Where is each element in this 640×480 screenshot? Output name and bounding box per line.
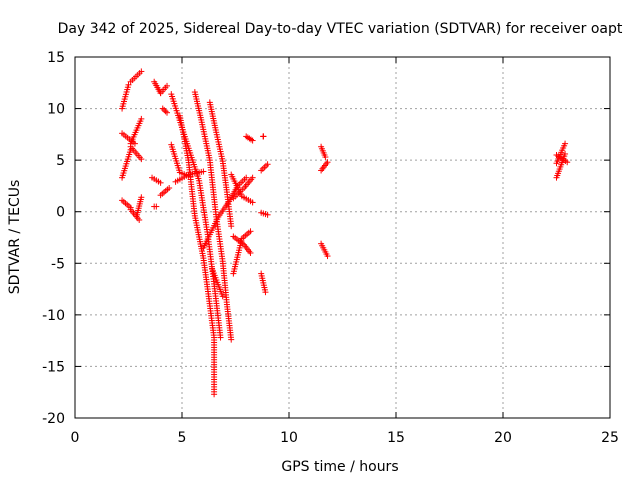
x-tick-label: 20 (494, 430, 512, 446)
data-series-segment-28 (258, 161, 271, 174)
x-tick-label: 25 (601, 430, 619, 446)
data-series-segment-30 (258, 209, 271, 218)
grid-layer (75, 57, 610, 418)
data-series-segment-32 (318, 143, 329, 161)
x-axis-title: GPS time / hours (281, 459, 398, 475)
plot-frame (74, 56, 611, 419)
data-series-segment-21 (200, 174, 250, 251)
data-series-segment-12 (149, 174, 164, 186)
data-series-segment-37 (553, 150, 569, 181)
data-series-segment-6 (119, 197, 134, 211)
data-series-segment-33 (318, 159, 331, 174)
data-series-segment-14 (151, 203, 160, 210)
data-series-segment-11 (159, 105, 171, 116)
y-tick-label: 5 (56, 153, 65, 169)
data-series-segment-27 (243, 133, 256, 144)
data-series-segment-3 (127, 115, 145, 147)
x-tick-label: 0 (71, 430, 80, 446)
data-series-segment-31 (258, 270, 269, 296)
data-series-segment-34 (318, 240, 331, 260)
y-tick-label: 0 (56, 205, 65, 221)
data-series-segment-1 (127, 68, 145, 85)
data-series-segment-22 (208, 265, 226, 300)
y-tick-label: -10 (42, 308, 65, 324)
data-series-segment-29 (260, 133, 267, 140)
y-axis-title: SDTVAR / TECUs (7, 180, 23, 295)
x-tick-label: 10 (280, 430, 298, 446)
data-series-segment-10 (157, 82, 171, 97)
tick-layer: 0 5 10 15 20 25 -20 -15 -10 -5 0 5 10 15 (42, 50, 619, 446)
data-series-segment-8 (134, 194, 145, 218)
data-series-segment-9 (151, 78, 164, 97)
data-series-segment-5 (119, 146, 134, 181)
data-series-segment-25 (228, 171, 256, 206)
data-series-segment-23 (230, 233, 254, 256)
data-series-segment-26 (230, 228, 254, 277)
data-series-segment-13 (157, 184, 173, 199)
y-tick-label: -5 (51, 256, 65, 272)
data-series-segment-20 (206, 99, 235, 230)
x-tick-label: 5 (178, 430, 187, 446)
chart-title: Day 342 of 2025, Sidereal Day-to-day VTE… (58, 21, 623, 37)
data-series-segment-19 (191, 89, 235, 343)
data-marks (119, 68, 571, 398)
y-tick-label: 15 (47, 50, 65, 66)
data-series-segment-18 (176, 112, 218, 398)
x-tick-label: 15 (387, 430, 405, 446)
y-tick-label: -15 (42, 359, 65, 375)
y-tick-label: -20 (42, 411, 65, 427)
y-tick-label: 10 (47, 102, 65, 118)
data-series-segment-0 (119, 81, 132, 112)
